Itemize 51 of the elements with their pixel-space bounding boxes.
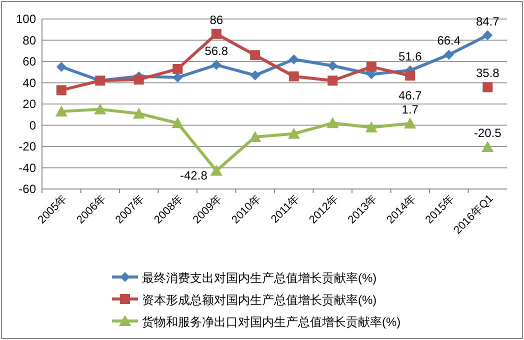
point [172, 72, 183, 82]
point [211, 28, 222, 39]
y-tick-label: 0 [29, 118, 36, 132]
point [288, 128, 300, 139]
data-label: -20.5 [474, 126, 502, 140]
data-label: -42.8 [180, 168, 208, 183]
point [482, 82, 493, 92]
point [172, 64, 183, 74]
point [365, 121, 378, 132]
point [328, 76, 338, 86]
data-label: 66.4 [437, 34, 461, 48]
point [94, 103, 106, 114]
point [288, 54, 299, 64]
legend-label: 资本形成总额对国内生产总值增长贡献率(%) [142, 293, 377, 307]
point [134, 74, 144, 85]
data-label: 86 [210, 12, 224, 27]
point [56, 85, 66, 96]
y-tick-label: -60 [18, 182, 36, 196]
data-label: 84.7 [476, 14, 500, 28]
y-tick-label: 20 [22, 97, 36, 111]
point [326, 117, 339, 128]
y-tick-label: 100 [16, 12, 36, 26]
point [444, 50, 454, 60]
point [250, 70, 260, 80]
y-tick-label: 80 [22, 33, 36, 48]
point [288, 71, 299, 82]
point [482, 30, 493, 40]
y-tick-label: 60 [22, 54, 36, 68]
point [172, 117, 184, 128]
point [404, 117, 416, 128]
point [210, 164, 222, 176]
point [482, 141, 494, 152]
point [249, 130, 262, 142]
point [405, 70, 416, 81]
legend-label: 最终消费支出对国内生产总值增长贡献率(%) [142, 271, 377, 285]
data-label: 51.6 [398, 49, 422, 64]
data-label: 1.7 [402, 102, 419, 116]
data-label: 35.8 [476, 66, 500, 80]
y-tick-label: -20 [18, 140, 36, 154]
point [250, 50, 260, 60]
point [132, 108, 145, 119]
point [55, 105, 68, 116]
point [328, 60, 338, 71]
point [211, 60, 222, 70]
y-tick-label: 40 [22, 76, 36, 90]
legend-label: 货物和服务净出口对国内生产总值增长贡献率(%) [142, 315, 401, 329]
point [56, 62, 66, 72]
data-label: 56.8 [204, 44, 228, 58]
y-tick-label: -40 [18, 160, 36, 175]
point [366, 62, 376, 72]
data-label: 46.7 [398, 88, 422, 103]
